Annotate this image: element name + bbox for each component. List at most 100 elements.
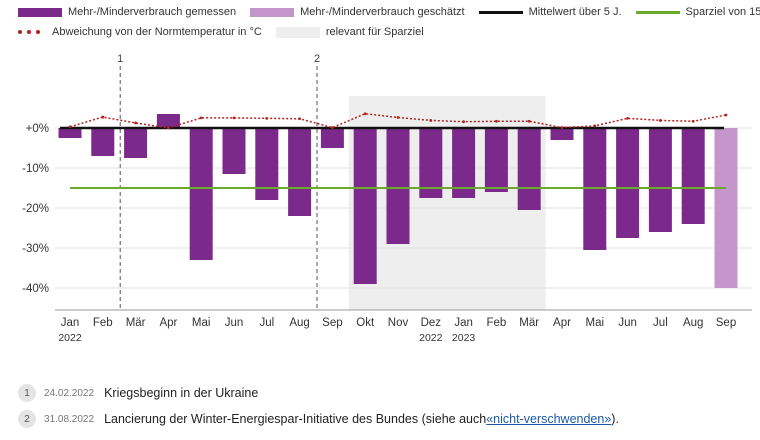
legend-label-relevant: relevant für Sparziel [325, 26, 424, 38]
temperature-point [462, 120, 465, 124]
legend-row-1: Mehr-/Minderverbrauch gemessen Mehr-/Min… [18, 4, 760, 20]
x-tick-label: Okt [356, 317, 375, 329]
x-tick-label: Aug [289, 317, 309, 329]
legend-row-2: Abweichung von der Normtemperatur in °C … [18, 24, 438, 40]
temperature-point [363, 112, 367, 116]
x-tick-label: Feb [486, 317, 506, 329]
bar-measured [156, 114, 180, 128]
x-tick-label: Jul [653, 317, 668, 329]
y-tick-label: -10% [22, 163, 49, 175]
x-tick-label: Jun [618, 317, 637, 329]
x-tick-label: Apr [159, 317, 177, 329]
y-tick-label: -40% [22, 283, 49, 295]
nicht-verschwenden-link[interactable]: «nicht-verschwenden» [486, 412, 612, 426]
x-tick-label: Dez [421, 317, 442, 329]
legend-label-measured: Mehr-/Minderverbrauch gemessen [68, 6, 237, 18]
legend-swatch-measured [18, 7, 62, 17]
legend-item-temperature: Abweichung von der Normtemperatur in °C [18, 26, 262, 38]
x-tick-label: Jun [225, 317, 244, 329]
x-tick-label: Sep [322, 317, 342, 329]
legend-swatch-target [635, 10, 680, 14]
legend-label-mean: Mittelwert über 5 J. [528, 6, 622, 18]
temperature-point [167, 126, 170, 130]
bar-measured [648, 128, 672, 232]
bar-measured [452, 128, 476, 198]
x-year-label: 2022 [419, 332, 443, 344]
consumption-chart: +0% -10% -20% -30% -40% 1 2 Jan 2022 Feb Mär Apr Mai… [22, 53, 752, 344]
temperature-point [527, 119, 531, 123]
temperature-point [560, 126, 564, 129]
x-tick-label: Feb [93, 317, 113, 329]
y-tick-label: -30% [22, 243, 49, 255]
x-year-label: 2022 [58, 332, 82, 344]
note-text-2: Lancierung der Winter-Energiespar-Initia… [104, 412, 487, 426]
temperature-point [265, 116, 269, 120]
legend-item-mean: Mittelwert über 5 J. [478, 6, 622, 18]
bar-measured [255, 128, 279, 200]
chart-notes: 1 24.02.2022 Kriegsbeginn in der Ukraine… [18, 380, 748, 432]
temperature-point [298, 117, 301, 121]
temperature-point [101, 115, 105, 119]
x-tick-label: Apr [553, 317, 571, 329]
temperature-point [429, 119, 433, 122]
legend-swatch-relevant [275, 26, 320, 38]
note-1: 1 24.02.2022 Kriegsbeginn in der Ukraine [18, 380, 748, 406]
x-tick-label: Jan [454, 317, 473, 329]
bar-measured [91, 128, 115, 156]
note-text-1: Kriegsbeginn in der Ukraine [104, 386, 259, 400]
legend-label-temperature: Abweichung von der Normtemperatur in °C [52, 26, 262, 38]
note-date-1: 24.02.2022 [44, 387, 95, 399]
legend-swatch-estimated [250, 7, 295, 17]
temperature-point [659, 119, 662, 122]
temperature-point [199, 116, 203, 120]
legend-label-estimated: Mehr-/Minderverbrauch geschätzt [300, 6, 465, 18]
temperature-point [724, 113, 728, 117]
temperature-point [495, 119, 498, 123]
event-marker-label: 2 [314, 53, 320, 65]
bar-measured [484, 128, 508, 192]
legend-item-measured: Mehr-/Minderverbrauch gemessen [18, 6, 236, 18]
bar-measured [386, 128, 410, 244]
legend-item-relevant: relevant für Sparziel [275, 26, 424, 38]
legend-swatch-temperature [18, 30, 46, 34]
legend-label-target: Sparziel von 15% [685, 6, 760, 18]
x-tick-label: Jul [259, 317, 274, 329]
legend-item-target: Sparziel von 15% [635, 6, 760, 18]
legend-item-estimated: Mehr-/Minderverbrauch geschätzt [250, 6, 465, 18]
bar-measured [124, 128, 148, 158]
bar-measured [419, 128, 443, 198]
x-tick-label: Mär [519, 317, 539, 329]
temperature-point [331, 126, 334, 129]
temperature-point [593, 124, 597, 128]
temperature-point [232, 116, 236, 120]
bar-measured [320, 128, 344, 148]
temperature-point [691, 119, 695, 123]
x-tick-label: Sep [716, 317, 736, 329]
x-year-label: 2023 [452, 332, 476, 344]
relevant-period-area [348, 96, 546, 310]
temperature-point [396, 116, 400, 119]
x-tick-label: Nov [388, 317, 409, 329]
temperature-point [134, 121, 138, 125]
bar-measured [681, 128, 705, 224]
bar-measured [517, 128, 541, 210]
bar-measured [288, 128, 312, 216]
bar-measured [353, 128, 377, 284]
x-tick-label: Mär [126, 317, 146, 329]
bar-measured [58, 128, 82, 138]
y-tick-label: -20% [22, 203, 49, 215]
temperature-point [626, 116, 629, 120]
legend-swatch-mean [478, 10, 523, 14]
temperature-point [68, 125, 72, 129]
note-badge-1: 1 [18, 384, 36, 402]
bar-measured [550, 128, 574, 140]
x-tick-label: Mai [586, 317, 605, 329]
note-date-2: 31.08.2022 [44, 413, 95, 425]
note-text-2-suffix: ). [611, 412, 619, 426]
bar-measured [222, 128, 246, 174]
event-marker-label: 1 [117, 53, 123, 65]
bar-measured [189, 128, 213, 260]
x-tick-label: Jan [61, 317, 80, 329]
note-2: 2 31.08.2022 Lancierung der Winter-Energ… [18, 406, 748, 432]
bar-measured [616, 128, 640, 238]
